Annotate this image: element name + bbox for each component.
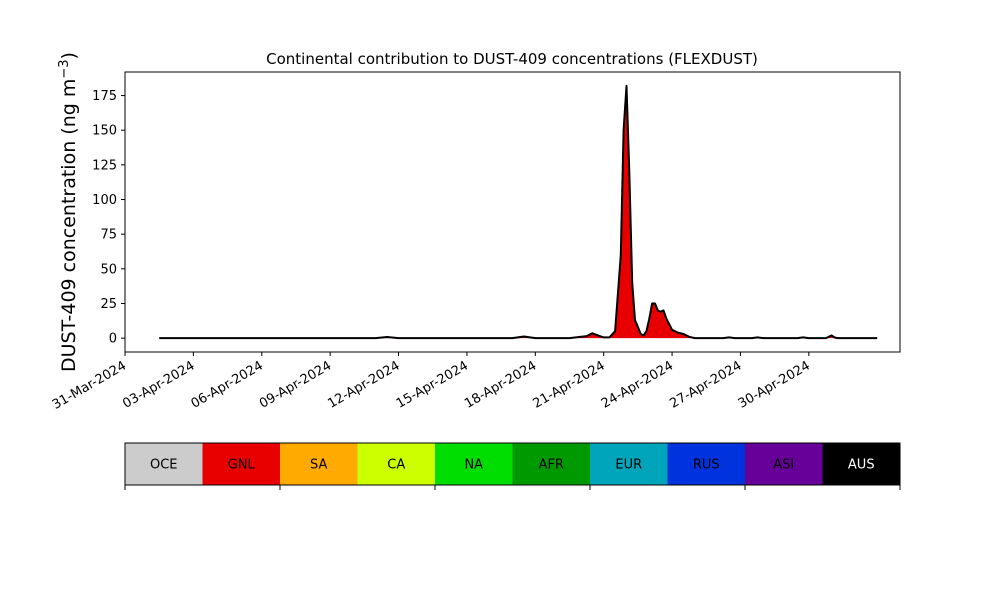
legend-swatch-gnl [202,443,281,485]
legend-label-asi: ASI [773,458,794,473]
legend-label-eur: EUR [615,458,642,473]
legend-colorbar: OCE GNL SA CA NA AFR EUR RUS ASI AUS [124,442,901,490]
legend-label-gnl: GNL [228,458,256,473]
x-tick-label: 03-Apr-2024 [120,358,197,411]
y-tick-label: 100 [92,193,117,208]
legend-swatch-sa [280,443,358,485]
legend-frame [124,442,901,486]
x-tick-label: 09-Apr-2024 [257,358,334,411]
legend-swatch-aus [822,443,901,485]
legend-swatch-rus [667,443,746,485]
y-axis: 0 25 50 75 100 125 150 175 [92,89,125,347]
x-tick-label: 06-Apr-2024 [189,358,266,411]
legend-swatch-asi [745,443,823,485]
plot-area [124,71,901,353]
legend-label-oce: OCE [150,458,178,473]
y-tick-label: 175 [92,89,117,104]
legend-swatch-afr [512,443,591,485]
legend-swatch-eur [590,443,668,485]
x-tick-label: 21-Apr-2024 [531,358,608,411]
y-tick-label: 0 [109,332,117,347]
plot-frame [124,71,901,353]
y-axis-label: DUST-409 concentration (ng m−3) [57,52,80,372]
y-tick-label: 75 [100,228,117,243]
x-tick-label: 27-Apr-2024 [667,358,744,411]
y-tick-label: 25 [100,297,117,312]
legend-swatch-na [435,443,513,485]
legend-label-ca: CA [387,458,405,473]
legend-label-aus: AUS [848,458,875,473]
legend-label-na: NA [464,458,483,473]
x-tick-label: 18-Apr-2024 [462,358,539,411]
legend-label-afr: AFR [539,458,564,473]
legend-label-rus: RUS [693,458,720,473]
legend-label-sa: SA [310,458,327,473]
gnl-area [159,85,878,339]
total-concentration-line [159,84,878,340]
y-tick-label: 125 [92,158,117,173]
y-tick-label: 50 [100,262,117,277]
y-axis-label-close: ) [58,52,80,59]
x-tick-label: 12-Apr-2024 [325,358,402,411]
chart-title: Continental contribution to DUST-409 con… [266,50,758,68]
y-tick-label: 150 [92,124,117,139]
x-axis: 31-Mar-202403-Apr-202406-Apr-202409-Apr-… [50,352,813,413]
legend-swatch-ca [357,443,436,485]
legend-swatch-oce [125,443,203,485]
y-axis-label-exponent: −3 [57,59,72,78]
x-tick-label: 24-Apr-2024 [599,358,676,411]
x-tick-label: 30-Apr-2024 [736,358,813,411]
y-axis-label-main: DUST-409 concentration (ng m [58,79,80,372]
x-tick-label: 15-Apr-2024 [394,358,471,411]
